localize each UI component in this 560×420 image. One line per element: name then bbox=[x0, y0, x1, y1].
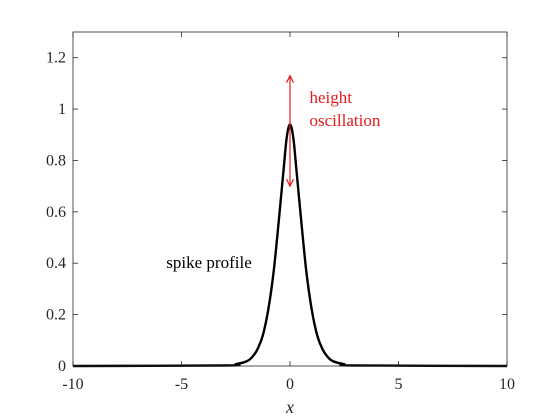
y-tick-label: 1.2 bbox=[46, 50, 66, 67]
x-tick-label: 0 bbox=[286, 376, 294, 393]
y-tick-label: 0.4 bbox=[46, 255, 66, 272]
x-tick-label: 10 bbox=[499, 376, 515, 393]
y-tick-label: 1 bbox=[58, 101, 66, 118]
x-tick-label: -10 bbox=[62, 376, 83, 393]
x-axis-label: x bbox=[285, 397, 294, 417]
x-ticks: -10 -5 0 5 10 bbox=[62, 32, 515, 393]
y-tick-label: 0.8 bbox=[46, 152, 66, 169]
x-tick-label: 5 bbox=[395, 376, 403, 393]
height-oscillation-label: oscillation bbox=[310, 111, 381, 130]
annotations: spike profile height oscillation bbox=[166, 74, 381, 272]
arrow-head-up bbox=[285, 74, 295, 83]
x-tick-label: -5 bbox=[175, 376, 188, 393]
y-tick-label: 0 bbox=[58, 358, 66, 375]
arrow-head-down bbox=[285, 178, 295, 188]
plot-frame bbox=[72, 31, 508, 367]
y-ticks: 0 0.2 0.4 0.6 0.8 1 1.2 bbox=[46, 50, 507, 375]
y-tick-label: 0.2 bbox=[46, 307, 66, 324]
y-tick-label: 0.6 bbox=[46, 204, 66, 221]
spike-profile-label: spike profile bbox=[166, 253, 251, 272]
height-oscillation-label: height bbox=[310, 88, 353, 107]
